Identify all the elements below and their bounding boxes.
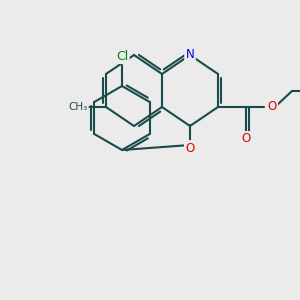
Text: N: N <box>186 49 194 62</box>
Text: O: O <box>185 142 195 154</box>
Text: O: O <box>242 133 250 146</box>
Text: Cl: Cl <box>116 50 128 62</box>
Text: O: O <box>267 100 277 113</box>
Text: CH₃: CH₃ <box>68 102 88 112</box>
